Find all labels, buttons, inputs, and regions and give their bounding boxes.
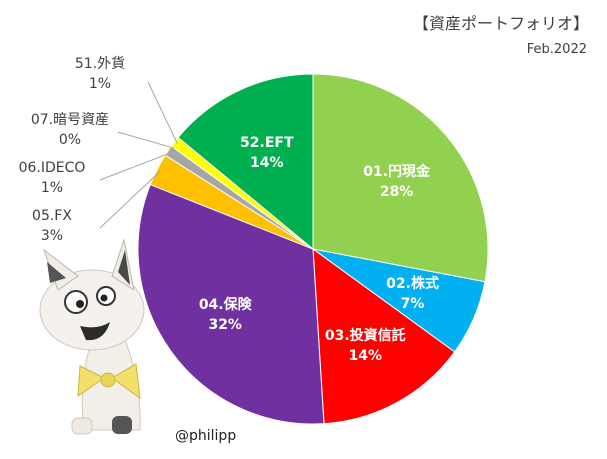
slice-label: 02.株式 bbox=[386, 275, 439, 292]
slice-label: 03.投資信託 bbox=[325, 327, 406, 344]
pie-slice bbox=[177, 73, 314, 251]
slice-pct-label: 32% bbox=[208, 317, 242, 333]
pie-slice bbox=[312, 247, 456, 425]
pie-slice bbox=[137, 183, 325, 425]
slice-pct-label: 14% bbox=[250, 155, 284, 171]
leader-line bbox=[117, 131, 175, 149]
slice-pct-label: 1% bbox=[89, 76, 111, 92]
chart-title: 【資産ポートフォリオ】 bbox=[412, 14, 589, 33]
pie-slices bbox=[137, 73, 489, 425]
pie-slice bbox=[312, 73, 489, 283]
slice-label: 52.EFT bbox=[240, 135, 294, 151]
slice-pct-label: 3% bbox=[41, 228, 63, 244]
slice-pct-label: 28% bbox=[380, 184, 414, 200]
leader-line bbox=[147, 81, 178, 145]
slice-label: 07.暗号資産 bbox=[31, 112, 109, 128]
slice-label: 51.外貨 bbox=[75, 55, 125, 72]
slice-pct-label: 14% bbox=[349, 348, 383, 364]
chart-subtitle: Feb.2022 bbox=[526, 42, 587, 57]
slice-label: 01.円現金 bbox=[363, 163, 431, 180]
slice-labels: 01.円現金 28% 02.株式 7% 03.投資信託 14% 04.保険 32% 05.FX 3… bbox=[19, 55, 439, 364]
leader-line bbox=[99, 170, 161, 229]
cat-mascot-icon bbox=[39, 238, 145, 435]
leader-lines bbox=[99, 81, 178, 229]
slice-label: 06.IDECO bbox=[19, 160, 86, 176]
slice-pct-label: 7% bbox=[401, 296, 425, 312]
slice-label: 05.FX bbox=[32, 208, 72, 224]
slice-pct-label: 1% bbox=[41, 180, 63, 196]
credit-label: @philipp bbox=[175, 428, 237, 444]
leader-line bbox=[99, 152, 172, 181]
slice-pct-label: 0% bbox=[59, 132, 81, 148]
slice-label: 04.保険 bbox=[199, 296, 253, 313]
